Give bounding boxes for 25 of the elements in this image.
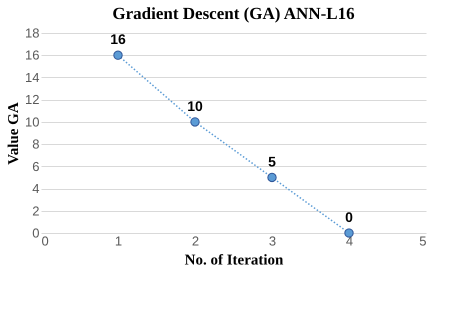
y-tick-label: 12 xyxy=(25,92,40,108)
point xyxy=(113,50,123,60)
x-tick-label: 1 xyxy=(114,234,122,248)
data-label: 10 xyxy=(187,98,203,114)
data-label: 16 xyxy=(110,31,126,48)
x-tick-label: 4 xyxy=(346,234,354,248)
x-tick-label: 3 xyxy=(268,234,276,248)
x-tick-label: 5 xyxy=(419,234,426,248)
y-tick-label: 2 xyxy=(32,203,40,218)
y-tick-label: 18 xyxy=(25,26,40,40)
y-tick-label: 14 xyxy=(25,70,40,85)
point xyxy=(267,172,277,182)
data-label: 5 xyxy=(268,153,276,170)
data-label: 0 xyxy=(345,209,354,225)
y-tick-label: 8 xyxy=(32,136,40,152)
y-tick-label: 10 xyxy=(25,114,40,130)
y-axis-title: Value GA xyxy=(6,102,22,165)
y-tick-label: 4 xyxy=(32,181,40,196)
x-axis-title: No. of Iteration xyxy=(184,252,284,268)
y-tick-label: 6 xyxy=(32,158,40,174)
x-tick-label: 0 xyxy=(42,234,49,248)
x-tick-label: 2 xyxy=(192,234,200,248)
point xyxy=(190,117,200,127)
y-tick-label: 16 xyxy=(25,48,40,63)
chart-title: Gradient Descent (GA) ANN-L16 xyxy=(112,4,355,23)
